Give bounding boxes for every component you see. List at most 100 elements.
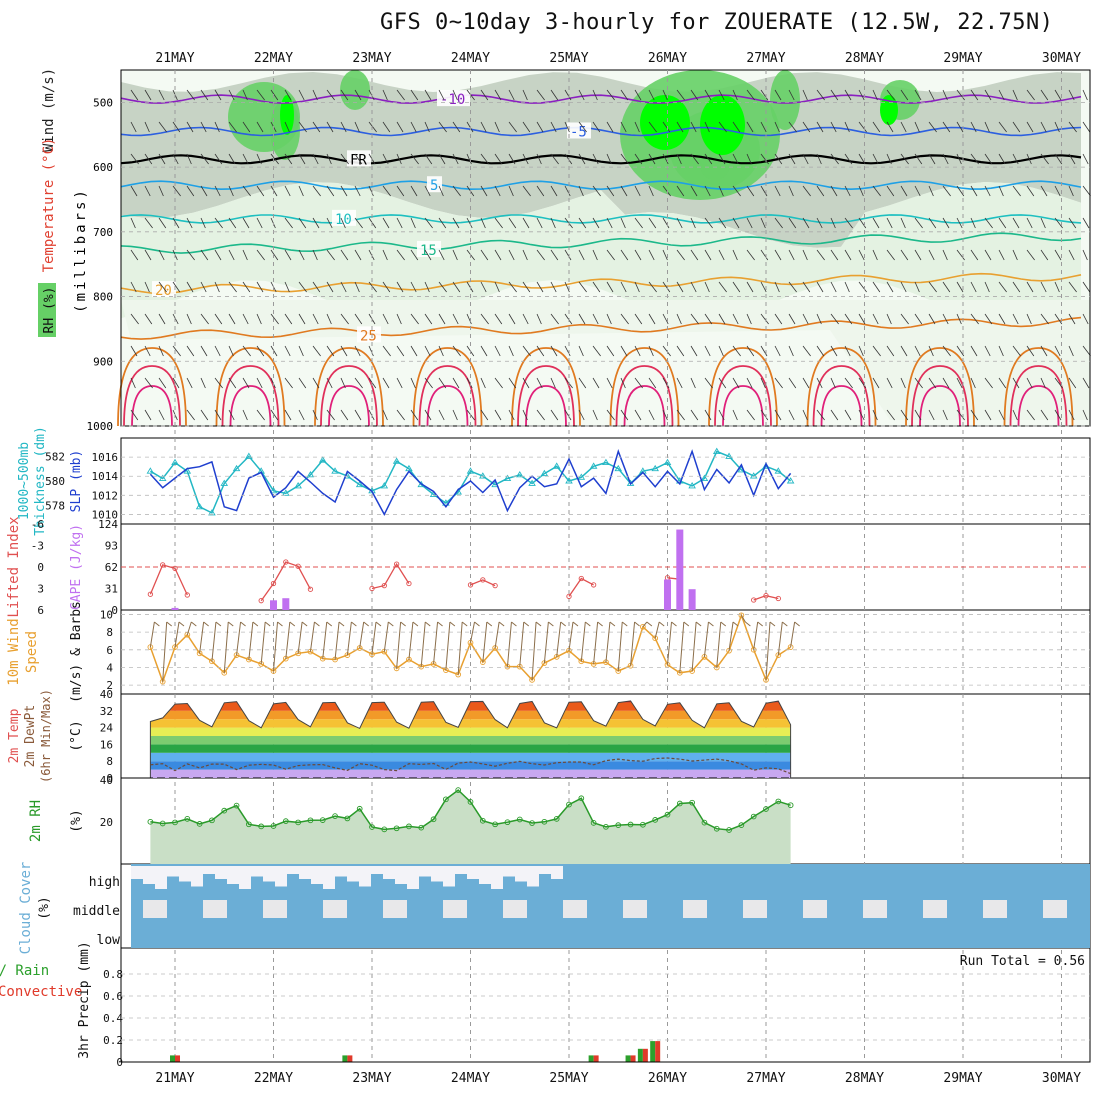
wind-barb xyxy=(433,621,439,664)
upper-wind-barb xyxy=(816,345,825,357)
upper-wind-barb xyxy=(830,281,837,293)
wind-barb xyxy=(679,621,685,673)
rh2m-point xyxy=(196,821,203,827)
upper-wind-barb xyxy=(354,249,362,261)
upper-wind-barb xyxy=(928,313,936,325)
upper-wind-barb xyxy=(970,217,976,229)
upper-wind-barb xyxy=(830,377,836,389)
rh2m-point xyxy=(295,819,301,826)
upper-wind-barb xyxy=(522,153,529,165)
thickness-point xyxy=(269,486,278,494)
upper-wind-barb xyxy=(186,89,195,101)
cloud-high-gap xyxy=(515,866,527,882)
temperature-band xyxy=(150,710,791,720)
upper-wind-barb xyxy=(970,377,976,389)
cloud-mid-gap xyxy=(563,900,575,918)
upper-wind-barb xyxy=(396,313,402,325)
rh2m-point xyxy=(307,817,314,824)
upper-wind-barb xyxy=(1068,313,1076,325)
cloud-mid-gap xyxy=(515,900,527,918)
wind-barb xyxy=(617,621,623,672)
upper-wind-barb xyxy=(382,153,389,165)
temp-tick-label: 24 xyxy=(100,722,114,735)
wind-barb-flag xyxy=(745,621,751,627)
upper-wind-barb xyxy=(536,313,542,325)
upper-wind-barb xyxy=(536,377,543,389)
upper-wind-barb xyxy=(382,281,391,293)
wind-barb-flag xyxy=(560,621,566,627)
panel-frame-upper xyxy=(120,69,1091,427)
rh2m-point xyxy=(713,825,720,832)
thickness-point xyxy=(786,477,795,484)
upper-wind-barb xyxy=(760,217,766,229)
upper-wind-barb xyxy=(1012,217,1020,229)
upper-wind-barb xyxy=(774,249,782,261)
precip-tick-label: 0.6 xyxy=(103,990,123,1003)
upper-wind-barb xyxy=(830,345,838,357)
upper-wind-barb xyxy=(298,249,305,261)
upper-wind-barb xyxy=(256,377,263,389)
upper-wind-barb xyxy=(1068,281,1077,293)
upper-wind-barb xyxy=(1026,313,1032,325)
upper-wind-barb xyxy=(494,89,502,101)
lifted-tick-label: 6 xyxy=(37,604,44,617)
wind-barb-flag xyxy=(609,621,616,627)
upper-wind-barb xyxy=(256,281,264,293)
upper-wind-barb xyxy=(606,249,615,261)
upper-wind-barb xyxy=(858,313,866,325)
upper-wind-barb xyxy=(620,121,627,133)
upper-wind-barb xyxy=(256,313,262,325)
upper-wind-barb xyxy=(592,409,598,421)
upper-wind-barb xyxy=(1026,281,1034,293)
rh2m-point xyxy=(664,811,671,818)
upper-wind-barb xyxy=(424,249,432,261)
upper-wind-barb xyxy=(648,313,656,325)
upper-wind-barb xyxy=(998,249,1005,261)
cloud-high-gap xyxy=(251,866,263,877)
wind-barb-flag xyxy=(720,621,727,627)
upper-wind-barb xyxy=(452,121,461,133)
rh-bright-area xyxy=(700,95,745,155)
upper-wind-barb xyxy=(732,185,741,197)
upper-wind-barb xyxy=(942,281,951,293)
cloud-mid-gap xyxy=(383,900,395,918)
wind-barb xyxy=(346,621,352,656)
wind-barb-flag xyxy=(634,621,640,627)
upper-wind-barb xyxy=(522,121,531,133)
upper-wind-barb xyxy=(452,281,461,293)
upper-wind-barb xyxy=(872,313,879,325)
upper-wind-barb xyxy=(1026,217,1033,229)
thickness-point xyxy=(725,452,733,459)
wind-barb-flag xyxy=(794,621,800,627)
upper-wind-barb xyxy=(312,153,319,165)
rh2m-point xyxy=(443,796,449,803)
upper-wind-barb xyxy=(410,121,417,133)
thickness-point xyxy=(774,467,783,474)
wind-barb-flag xyxy=(683,621,690,627)
upper-wind-barb xyxy=(970,121,977,133)
upper-wind-barb xyxy=(186,313,192,325)
precip-convective-bar xyxy=(655,1041,661,1062)
upper-wind-barb xyxy=(396,153,402,165)
warm-layer-contour xyxy=(123,365,181,427)
upper-wind-barb xyxy=(578,185,584,197)
upper-wind-barb xyxy=(508,313,516,325)
upper-wind-barb xyxy=(270,89,279,101)
upper-wind-barb xyxy=(886,185,895,197)
thickness-point xyxy=(158,474,167,481)
wind-barb-flag xyxy=(757,621,763,627)
warm-layer-contour xyxy=(511,347,581,427)
upper-wind-barb xyxy=(690,153,699,165)
upper-wind-barb xyxy=(298,185,304,197)
upper-wind-barb xyxy=(662,185,671,197)
upper-wind-barb xyxy=(914,153,923,165)
pressure-tick-label: 500 xyxy=(93,96,113,109)
upper-wind-barb xyxy=(956,89,965,101)
upper-wind-barb xyxy=(396,121,404,133)
precip-total-bar xyxy=(650,1041,656,1062)
upper-wind-barb xyxy=(522,89,528,101)
lifted-point xyxy=(590,582,597,588)
cloud-high-gap xyxy=(527,866,539,887)
precip-tick-label: 0.4 xyxy=(103,1012,123,1025)
upper-wind-barb xyxy=(872,185,881,197)
